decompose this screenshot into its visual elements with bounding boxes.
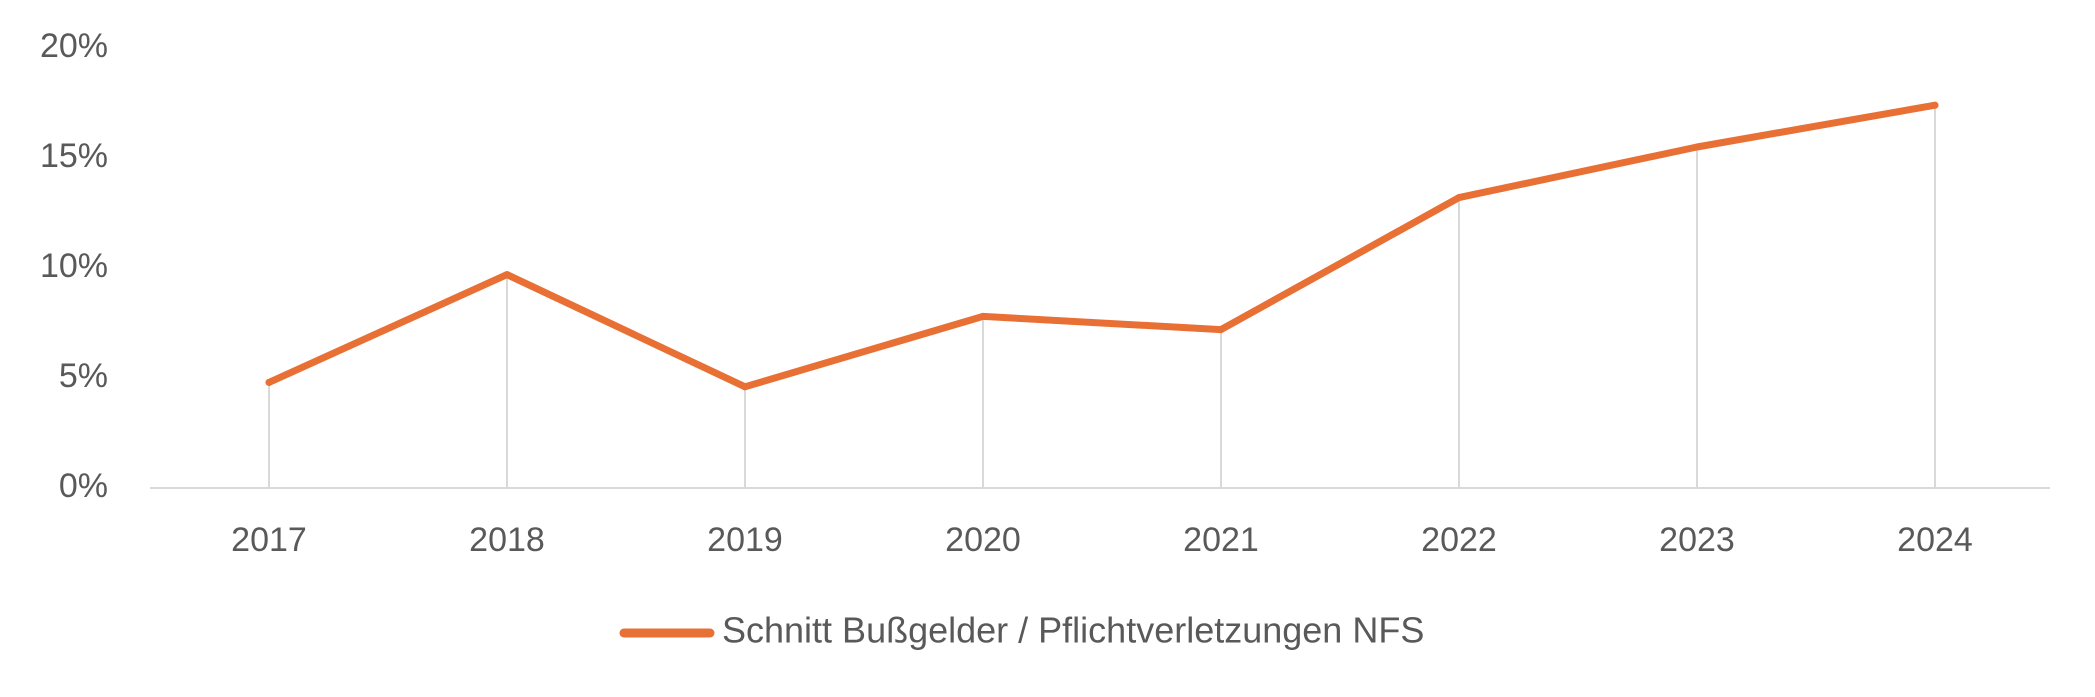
y-tick-label: 15% [40,137,108,175]
y-tick-label: 10% [40,247,108,285]
x-tick-label: 2021 [1183,521,1259,559]
x-axis-ticks: 2017 2018 2019 2020 2021 2022 2023 2024 [231,521,1973,559]
y-axis-ticks: 0% 5% 10% 15% 20% [40,27,108,505]
data-point [265,378,273,386]
data-point [1931,101,1939,109]
x-tick-label: 2020 [945,521,1021,559]
legend: Schnitt Bußgelder / Pflichtverletzungen … [619,610,1424,651]
x-tick-label: 2024 [1897,521,1973,559]
data-point [741,383,749,391]
x-tick-label: 2018 [469,521,545,559]
legend-label: Schnitt Bußgelder / Pflichtverletzungen … [722,610,1424,651]
x-tick-label: 2019 [707,521,783,559]
data-point [1693,143,1701,151]
drop-lines [268,105,1936,488]
y-tick-label: 0% [59,467,108,505]
data-point [1455,194,1463,202]
series-line [265,101,1939,391]
x-tick-label: 2022 [1421,521,1497,559]
data-point [979,312,987,320]
data-point [1217,326,1225,334]
series-lines [265,101,1939,391]
x-tick-label: 2023 [1659,521,1735,559]
data-point [503,271,511,279]
x-tick-label: 2017 [231,521,307,559]
y-tick-label: 20% [40,27,108,65]
y-tick-label: 5% [59,357,108,395]
